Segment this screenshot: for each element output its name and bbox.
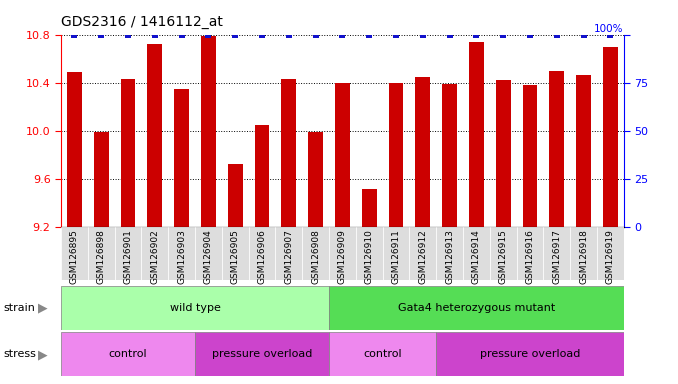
Bar	[523, 85, 538, 227]
Text: GSM126914: GSM126914	[472, 229, 481, 284]
Text: GSM126895: GSM126895	[70, 229, 79, 284]
Bar	[94, 132, 108, 227]
Bar	[356, 227, 382, 280]
Bar	[576, 75, 591, 227]
Text: pressure overload: pressure overload	[480, 349, 580, 359]
Bar	[362, 189, 376, 227]
Bar	[570, 227, 597, 280]
Bar	[469, 42, 483, 227]
Text: wild type: wild type	[170, 303, 220, 313]
Text: GSM126915: GSM126915	[499, 229, 508, 284]
Bar	[249, 227, 275, 280]
Text: GSM126916: GSM126916	[525, 229, 534, 284]
Bar	[442, 84, 457, 227]
Text: GSM126919: GSM126919	[606, 229, 615, 284]
Bar	[61, 332, 195, 376]
Text: GSM126910: GSM126910	[365, 229, 374, 284]
Text: GDS2316 / 1416112_at: GDS2316 / 1416112_at	[61, 15, 223, 29]
Bar	[115, 227, 142, 280]
Text: GSM126917: GSM126917	[553, 229, 561, 284]
Bar	[228, 164, 243, 227]
Text: stress: stress	[3, 349, 36, 359]
Bar	[416, 76, 430, 227]
Bar	[201, 36, 216, 227]
Bar	[195, 227, 222, 280]
Bar	[61, 286, 329, 330]
Bar	[88, 227, 115, 280]
Bar	[436, 332, 624, 376]
Bar	[382, 227, 410, 280]
Text: GSM126918: GSM126918	[579, 229, 588, 284]
Text: control: control	[108, 349, 147, 359]
Bar	[490, 227, 517, 280]
Text: ▶: ▶	[38, 302, 47, 315]
Bar	[410, 227, 436, 280]
Text: pressure overload: pressure overload	[212, 349, 312, 359]
Text: GSM126907: GSM126907	[284, 229, 294, 284]
Bar	[195, 332, 329, 376]
Text: GSM126908: GSM126908	[311, 229, 320, 284]
Text: 100%: 100%	[594, 23, 624, 34]
Text: GSM126903: GSM126903	[177, 229, 186, 284]
Bar	[388, 83, 403, 227]
Bar	[255, 124, 269, 227]
Text: GSM126898: GSM126898	[97, 229, 106, 284]
Bar	[329, 227, 356, 280]
Bar	[543, 227, 570, 280]
Bar	[597, 227, 624, 280]
Bar	[603, 46, 618, 227]
Bar	[61, 227, 88, 280]
Bar	[222, 227, 249, 280]
Bar	[302, 227, 329, 280]
Bar	[329, 286, 624, 330]
Text: GSM126901: GSM126901	[123, 229, 132, 284]
Text: ▶: ▶	[38, 348, 47, 361]
Bar	[463, 227, 490, 280]
Bar	[67, 72, 82, 227]
Bar	[168, 227, 195, 280]
Bar	[549, 71, 564, 227]
Text: strain: strain	[3, 303, 35, 313]
Text: control: control	[363, 349, 402, 359]
Text: GSM126906: GSM126906	[258, 229, 266, 284]
Bar	[121, 79, 136, 227]
Bar	[281, 79, 296, 227]
Text: Gata4 heterozygous mutant: Gata4 heterozygous mutant	[398, 303, 555, 313]
Bar	[329, 332, 436, 376]
Bar	[496, 80, 511, 227]
Bar	[142, 227, 168, 280]
Text: GSM126905: GSM126905	[231, 229, 240, 284]
Bar	[308, 132, 323, 227]
Text: GSM126904: GSM126904	[204, 229, 213, 284]
Text: GSM126902: GSM126902	[151, 229, 159, 284]
Text: GSM126909: GSM126909	[338, 229, 347, 284]
Bar	[517, 227, 543, 280]
Bar	[174, 89, 189, 227]
Bar	[275, 227, 302, 280]
Text: GSM126912: GSM126912	[418, 229, 427, 284]
Bar	[147, 44, 162, 227]
Bar	[436, 227, 463, 280]
Bar	[335, 83, 350, 227]
Text: GSM126911: GSM126911	[391, 229, 401, 284]
Text: GSM126913: GSM126913	[445, 229, 454, 284]
